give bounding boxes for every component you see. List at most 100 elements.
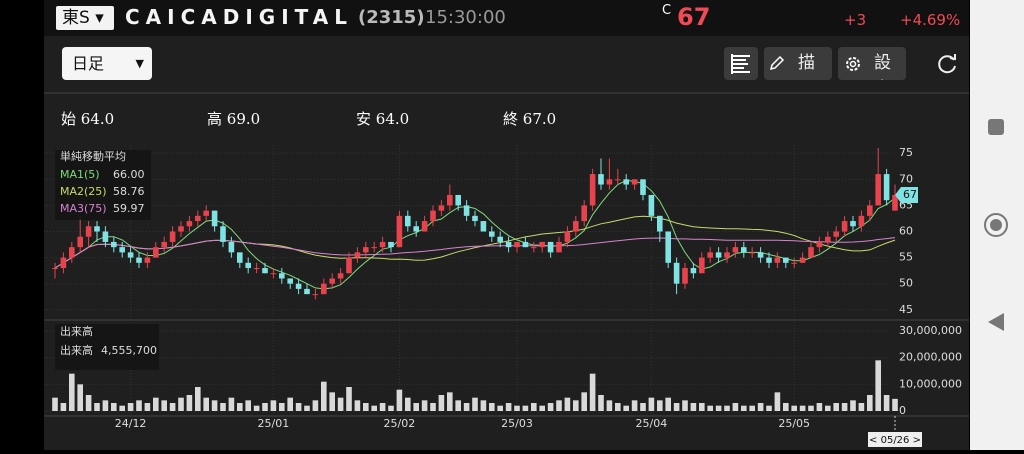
candle-body [724, 252, 730, 258]
volume-bar [111, 403, 117, 411]
value: 64.0 [80, 110, 115, 128]
candle-body [539, 241, 545, 248]
volume-bar [715, 405, 722, 411]
candle-body [480, 221, 487, 232]
settings-button[interactable]: 設定 [838, 47, 906, 80]
volume-bar [522, 405, 529, 411]
candle-body [354, 252, 361, 258]
y-tick-label: 75 [899, 146, 913, 159]
candle-body [631, 179, 638, 185]
x-tick-label: 24/12 [115, 417, 147, 430]
refresh-button[interactable] [936, 52, 960, 76]
candle-body [430, 210, 436, 222]
chart: 45505560657075010,000,00020,000,00030,00… [44, 92, 969, 447]
volume-bar [606, 400, 613, 411]
volume-bar [421, 400, 428, 411]
volume-bar [329, 392, 335, 411]
time: 15:30:00 [425, 7, 506, 28]
volume-label: 出来高 [60, 343, 93, 357]
candle-body [606, 179, 613, 185]
candle-body [60, 257, 67, 269]
volume-bar [161, 400, 167, 411]
candle-body [245, 262, 251, 269]
candle-body [405, 215, 411, 227]
volume-value: 4,555,700 [101, 344, 157, 357]
volume-bar [295, 403, 302, 411]
ma-name: MA3(75) [60, 202, 107, 215]
volume-bar [573, 400, 579, 411]
volume-bar [195, 387, 201, 411]
header-bar [44, 0, 969, 36]
candle-body [195, 215, 201, 222]
candle-body [783, 257, 789, 263]
draw-button[interactable]: 描画 [764, 47, 832, 80]
volume-bar [673, 403, 680, 411]
candle-body [682, 268, 688, 284]
volume-bar [245, 400, 251, 411]
candle-body [564, 231, 571, 242]
y-tick-label: 20,000,000 [899, 351, 962, 364]
candle-body [211, 210, 218, 227]
volume-bar [631, 400, 638, 411]
volume-bar [304, 405, 310, 411]
volume-bar [94, 403, 100, 411]
market-select[interactable]: 東S ▾ [56, 6, 114, 30]
candle-body [379, 241, 386, 248]
candle-body [321, 283, 327, 295]
candle-body [598, 174, 604, 185]
candle-body [186, 221, 193, 227]
label: 安 [356, 110, 372, 128]
candle-body [169, 231, 176, 242]
volume-bar [892, 398, 898, 411]
candle-body [707, 252, 713, 258]
volume-bar [556, 400, 562, 411]
cursor-box [868, 432, 922, 447]
volume-bar [581, 392, 587, 411]
nav-bar [970, 0, 1024, 450]
candle-body [203, 210, 209, 216]
volume-bar [774, 392, 781, 411]
volume-bar [875, 360, 881, 411]
volume-bar [867, 395, 873, 411]
volume-bar [615, 403, 621, 411]
candle-body [85, 226, 92, 237]
candle-body [615, 179, 621, 181]
volume-bar [539, 405, 545, 411]
candle-body [178, 226, 184, 232]
period-select[interactable]: 日足 ▼ [62, 47, 152, 80]
volume-bar [60, 403, 67, 411]
volume-bar [472, 397, 478, 411]
volume-bar [850, 400, 856, 411]
candle-body [589, 174, 596, 206]
x-tick-label: 25/01 [258, 417, 290, 430]
nav-icons [984, 119, 1008, 331]
icon [846, 57, 860, 71]
candle-body [396, 215, 403, 248]
volume-bar [766, 405, 772, 411]
y-tick-label: 30,000,000 [899, 324, 962, 337]
back-button[interactable] [988, 313, 1004, 331]
recent-button[interactable] [988, 119, 1004, 135]
ma-value: 66.00 [113, 168, 145, 181]
volume-bar [354, 400, 361, 411]
volume-bar [211, 400, 218, 411]
legend-box [55, 150, 151, 220]
volume-bar [858, 403, 865, 411]
indicator-button[interactable] [724, 47, 758, 80]
ma-value: 58.76 [113, 185, 145, 198]
volume-bar [379, 403, 386, 411]
candle-body [102, 231, 109, 242]
price-marker [895, 186, 918, 203]
candle-body [228, 241, 235, 253]
volume-bar [85, 395, 92, 411]
candle-body [774, 257, 781, 263]
candle-body [346, 257, 352, 274]
candle-body [287, 278, 293, 284]
legend-box [55, 324, 159, 370]
draw-label: 描画 [798, 53, 815, 80]
volume-bar [489, 403, 495, 411]
home-button[interactable] [984, 213, 1008, 237]
candle-body [833, 231, 839, 237]
y-tick-label: 45 [899, 303, 913, 316]
